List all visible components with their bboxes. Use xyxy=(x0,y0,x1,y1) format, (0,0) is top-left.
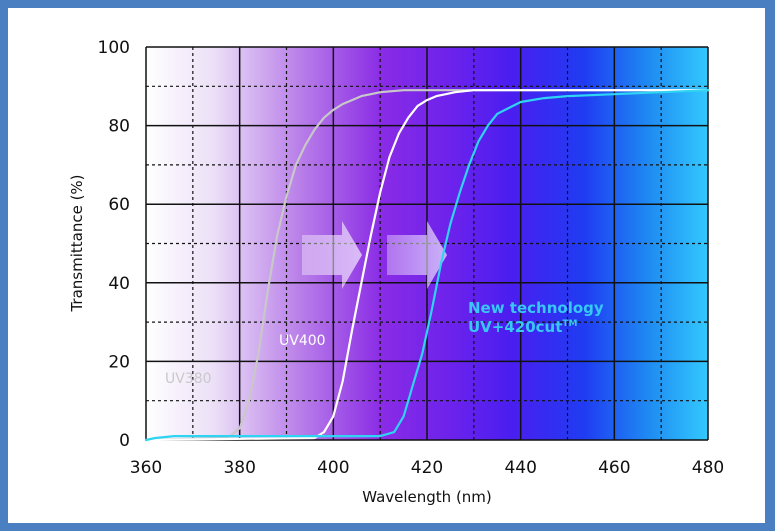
shift-arrow-1 xyxy=(302,221,362,289)
x-tick-label: 400 xyxy=(317,458,349,478)
shift-arrows xyxy=(302,221,447,289)
uv400-label: UV400 xyxy=(279,333,326,349)
chart-frame: 360 380 400 420 440 460 480 0 20 40 60 80 100 Wavele… xyxy=(8,8,765,523)
chart-svg: 360 380 400 420 440 460 480 0 20 40 60 80 100 Wavele… xyxy=(68,38,725,506)
x-tick-label: 380 xyxy=(223,458,255,478)
y-tick-label: 20 xyxy=(108,352,130,372)
x-tick-label: 440 xyxy=(504,458,536,478)
series-line-3 xyxy=(144,89,710,442)
x-tick-label: 480 xyxy=(692,458,724,478)
series-line-1 xyxy=(144,89,710,442)
y-tick-label: 0 xyxy=(119,431,130,451)
shift-arrow-2 xyxy=(387,221,447,289)
uv420cut-text: UV+420cut xyxy=(468,318,562,336)
y-tick-label: 80 xyxy=(108,117,130,137)
series-line-2 xyxy=(144,89,710,442)
y-tick-label: 100 xyxy=(98,38,130,58)
grid xyxy=(145,46,709,441)
y-tick-label: 40 xyxy=(108,274,130,294)
y-tick-label: 60 xyxy=(108,195,130,215)
tick-layer: 360 380 400 420 440 460 480 0 20 40 60 80 100 xyxy=(98,38,725,478)
series-layer xyxy=(144,89,710,442)
new-technology-label: New technology xyxy=(468,299,604,317)
x-axis-label: Wavelength (nm) xyxy=(362,488,492,506)
uv380-label: UV380 xyxy=(165,371,212,387)
y-axis-label: Transmittance (%) xyxy=(68,174,86,312)
x-tick-label: 460 xyxy=(598,458,630,478)
uv420cut-label: UV+420cutTM xyxy=(468,318,578,336)
x-tick-label: 420 xyxy=(411,458,443,478)
trademark-mark: TM xyxy=(562,319,577,329)
x-tick-label: 360 xyxy=(130,458,162,478)
